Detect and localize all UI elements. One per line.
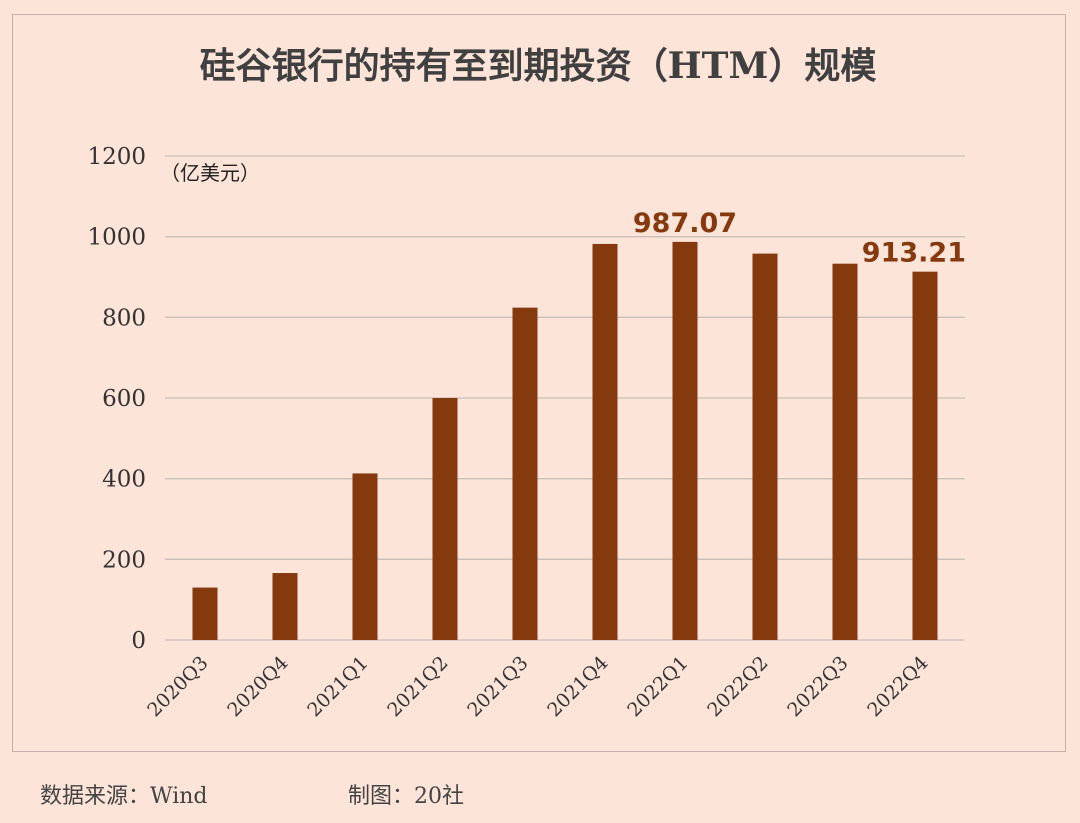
- y-tick-label: 800: [102, 305, 146, 331]
- bar: [912, 271, 938, 640]
- bar: [512, 307, 538, 640]
- y-tick-label: 1000: [87, 225, 146, 251]
- x-tick-label: 2022Q2: [703, 652, 772, 721]
- x-tick-label: 2022Q4: [863, 652, 932, 721]
- bar: [192, 587, 218, 640]
- x-tick-label: 2021Q1: [303, 652, 372, 721]
- bar: [672, 241, 698, 640]
- y-tick-label: 600: [102, 386, 146, 412]
- y-axis-ticks: 0 200 400 600 800 1000 1200: [87, 144, 146, 654]
- y-tick-label: 200: [102, 547, 146, 573]
- bar: [352, 473, 378, 640]
- x-tick-label: 2022Q3: [783, 652, 852, 721]
- chart-frame: [12, 14, 1066, 752]
- x-tick-label: 2020Q4: [223, 652, 292, 721]
- y-tick-label: 400: [102, 467, 146, 493]
- x-tick-label: 2021Q2: [383, 652, 452, 721]
- chart-title: 硅谷银行的持有至到期投资（HTM）规模: [200, 45, 877, 87]
- y-tick-label: 0: [131, 628, 146, 654]
- bars: [192, 241, 938, 640]
- x-tick-label: 2021Q4: [543, 652, 612, 721]
- bar: [432, 398, 458, 640]
- source-note: 数据来源：Wind: [40, 784, 208, 809]
- bar: [272, 573, 298, 640]
- bar: [752, 253, 778, 640]
- x-tick-label: 2021Q3: [463, 652, 532, 721]
- y-unit-label: （亿美元）: [160, 161, 260, 185]
- credit-note: 制图：20社: [348, 784, 464, 809]
- x-tick-label: 2022Q1: [623, 652, 692, 721]
- data-labels: 987.07 913.21: [633, 208, 966, 269]
- bar: [592, 243, 618, 640]
- x-tick-label: 2020Q3: [143, 652, 212, 721]
- data-label: 913.21: [862, 238, 966, 269]
- gridlines: [165, 155, 965, 641]
- bar: [832, 263, 858, 640]
- data-label: 987.07: [633, 208, 737, 239]
- y-tick-label: 1200: [87, 144, 146, 170]
- x-axis-ticks: 2020Q3 2020Q4 2021Q1 2021Q2 2021Q3 2021Q4 2022…: [143, 652, 932, 721]
